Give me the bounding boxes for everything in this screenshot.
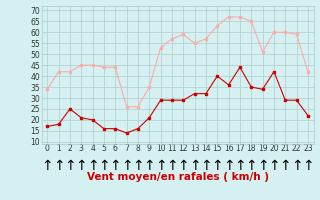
X-axis label: Vent moyen/en rafales ( km/h ): Vent moyen/en rafales ( km/h ) (87, 172, 268, 182)
